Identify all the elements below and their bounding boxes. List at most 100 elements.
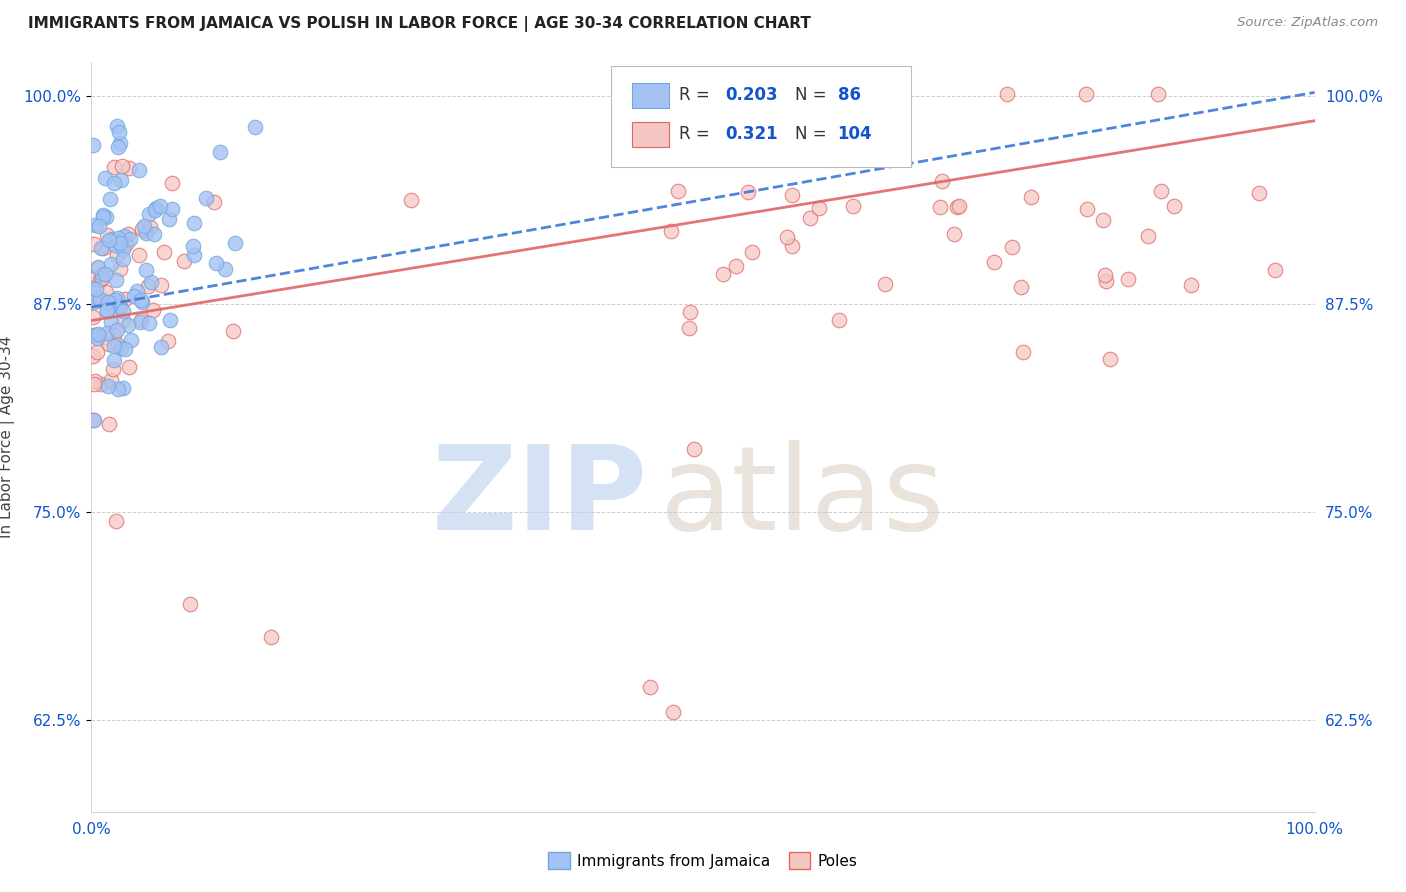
Point (82, 281, 104, 295)
Point (183, 248, 205, 262)
Point (948, 199, 970, 213)
Point (129, 315, 152, 329)
Point (83, 237, 105, 252)
Point (711, 267, 734, 281)
Point (96, 293, 118, 308)
Point (128, 248, 150, 262)
Point (737, 185, 759, 199)
Point (83, 377, 105, 392)
Point (679, 305, 702, 319)
Point (83, 327, 105, 342)
Point (243, 120, 266, 134)
Point (118, 232, 141, 246)
Point (97, 296, 120, 310)
Point (131, 222, 153, 236)
Point (89, 219, 111, 234)
Point (94, 330, 117, 344)
Point (842, 199, 865, 213)
Point (152, 245, 174, 260)
Point (780, 239, 803, 253)
Point (105, 119, 128, 133)
Point (104, 515, 127, 529)
Point (103, 295, 125, 310)
Point (96, 228, 118, 243)
Point (84, 282, 107, 296)
Point (1163, 199, 1185, 213)
Point (931, 174, 953, 188)
Point (1095, 274, 1118, 288)
Point (661, 705, 683, 719)
Point (110, 299, 132, 313)
Point (108, 262, 131, 277)
Point (101, 232, 124, 246)
Point (90, 241, 112, 255)
Point (107, 338, 129, 352)
Point (808, 201, 831, 215)
Point (1012, 344, 1035, 359)
Point (224, 236, 246, 251)
Point (90, 377, 112, 392)
Point (105, 234, 128, 248)
Point (94, 267, 117, 281)
Legend: Immigrants from Jamaica, Poles: Immigrants from Jamaica, Poles (543, 847, 863, 875)
Point (214, 262, 236, 277)
Point (107, 139, 129, 153)
Point (157, 212, 180, 227)
Point (110, 136, 132, 150)
FancyBboxPatch shape (612, 66, 911, 168)
Point (111, 159, 134, 173)
Point (83, 218, 105, 232)
Point (108, 235, 131, 250)
Point (1137, 228, 1160, 243)
Point (89, 293, 111, 307)
Point (96, 303, 118, 318)
Point (96, 379, 118, 393)
Point (775, 229, 797, 244)
Point (86, 328, 108, 343)
Point (104, 238, 127, 252)
Point (983, 254, 1005, 268)
Point (110, 173, 132, 187)
Point (91, 209, 114, 223)
Point (1001, 240, 1024, 254)
Point (1099, 351, 1122, 366)
Point (96, 326, 118, 341)
Point (100, 315, 122, 329)
Text: Source: ZipAtlas.com: Source: ZipAtlas.com (1237, 16, 1378, 29)
Text: ZIP: ZIP (432, 440, 648, 555)
Point (105, 291, 128, 305)
FancyBboxPatch shape (633, 83, 669, 108)
Point (114, 229, 136, 244)
Point (103, 339, 125, 353)
Point (108, 300, 131, 314)
Point (1116, 272, 1139, 286)
Point (1091, 213, 1114, 227)
Point (105, 273, 128, 287)
Point (91, 211, 114, 225)
Y-axis label: In Labor Force | Age 30-34: In Labor Force | Age 30-34 (0, 335, 14, 539)
Point (82, 138, 104, 153)
Point (117, 318, 139, 333)
Point (929, 200, 952, 214)
Point (114, 342, 136, 356)
Point (104, 293, 127, 308)
Text: 86: 86 (838, 86, 860, 103)
Point (399, 194, 422, 208)
Point (724, 259, 747, 273)
Point (94, 170, 117, 185)
Point (1074, 87, 1097, 101)
Point (98, 417, 121, 431)
Point (90, 267, 112, 281)
Point (136, 279, 159, 293)
Text: R =: R = (679, 125, 709, 143)
Point (103, 160, 125, 174)
Point (134, 224, 156, 238)
Point (204, 256, 226, 270)
Text: R =: R = (679, 86, 709, 103)
Point (98, 233, 121, 247)
Point (260, 630, 283, 644)
Point (107, 125, 129, 139)
Point (202, 195, 225, 210)
Point (83, 295, 105, 310)
Point (139, 275, 162, 289)
